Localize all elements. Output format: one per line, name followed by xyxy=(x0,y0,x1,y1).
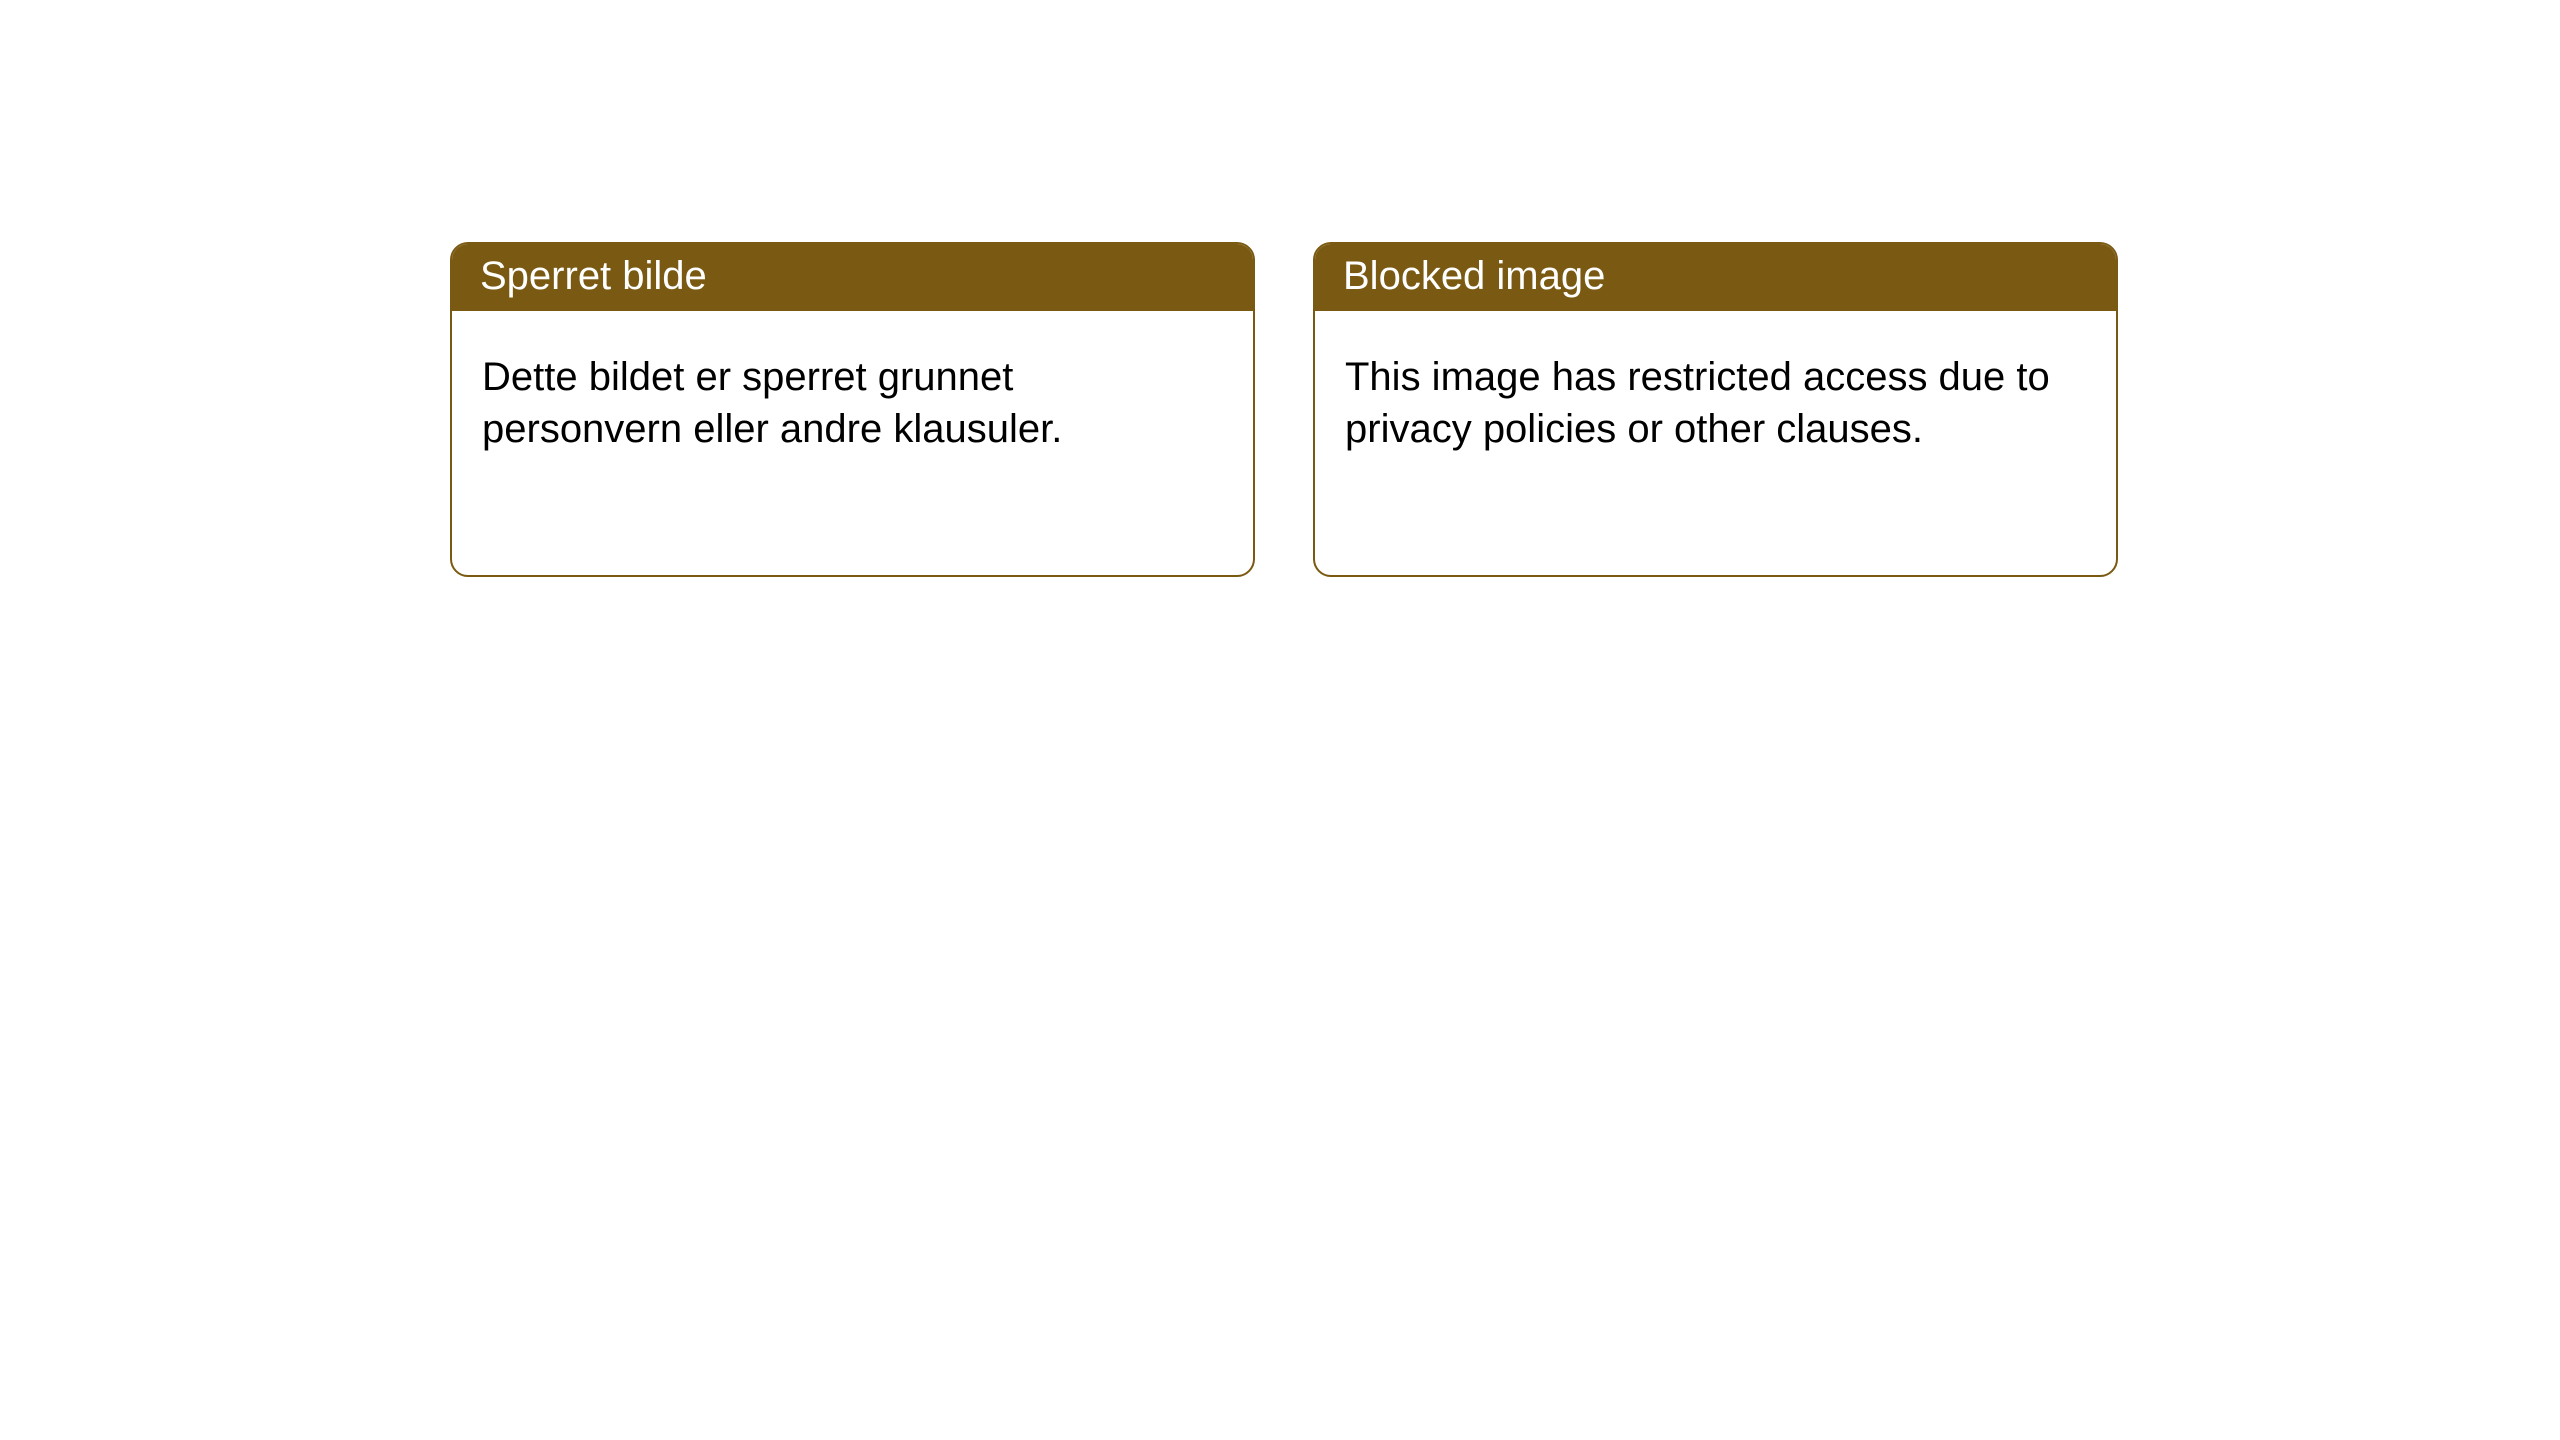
card-header: Blocked image xyxy=(1315,244,2116,311)
blocked-image-card-norwegian: Sperret bilde Dette bildet er sperret gr… xyxy=(450,242,1255,577)
card-body: This image has restricted access due to … xyxy=(1315,311,2116,495)
card-header: Sperret bilde xyxy=(452,244,1253,311)
card-body: Dette bildet er sperret grunnet personve… xyxy=(452,311,1253,495)
card-container: Sperret bilde Dette bildet er sperret gr… xyxy=(0,0,2560,577)
blocked-image-card-english: Blocked image This image has restricted … xyxy=(1313,242,2118,577)
